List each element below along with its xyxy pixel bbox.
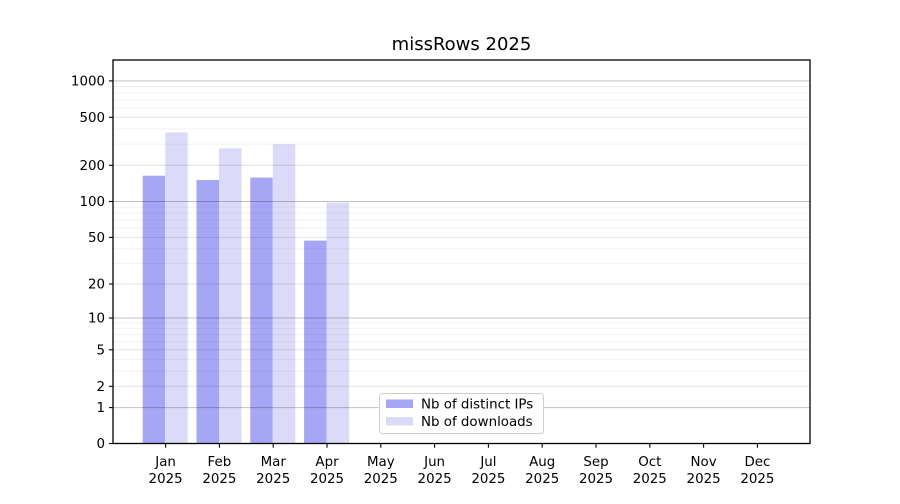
y-tick-label-1: 1	[96, 401, 105, 416]
bar-distinct-ips-mar	[250, 177, 273, 444]
plot-border	[112, 59, 811, 445]
legend-swatch-distinct-ips	[386, 399, 413, 408]
legend: Nb of distinct IPs Nb of downloads	[379, 393, 544, 434]
x-tick-label-month-jun: Jun	[423, 455, 445, 470]
y-tick-label-20: 20	[88, 278, 105, 293]
x-tick-label-year-feb: 2025	[202, 472, 236, 487]
bar-distinct-ips-feb	[196, 180, 219, 444]
y-tick-label-50: 50	[88, 231, 105, 246]
x-tick-label-year-may: 2025	[364, 472, 398, 487]
y-tick-label-200: 200	[79, 159, 105, 174]
chart-title: missRows 2025	[392, 34, 532, 55]
x-tick-label-year-mar: 2025	[256, 472, 290, 487]
x-tick-label-month-jul: Jul	[479, 455, 496, 470]
x-tick-label-month-feb: Feb	[208, 455, 232, 470]
x-tick-label-month-aug: Aug	[529, 455, 555, 470]
x-tick-label-year-jul: 2025	[471, 472, 505, 487]
bar-downloads-feb	[219, 148, 242, 444]
bar-distinct-ips-jan	[142, 175, 166, 444]
x-tick-label-year-aug: 2025	[525, 472, 559, 487]
x-axis: Jan 2025 Feb 2025 Mar 2025 Apr 2025 May 2025 Jun 20…	[149, 443, 774, 487]
y-tick-label-500: 500	[79, 111, 105, 126]
x-tick-label-year-nov: 2025	[687, 472, 721, 487]
bar-downloads-mar	[272, 144, 296, 444]
x-tick-label-month-nov: Nov	[691, 455, 717, 470]
bar-downloads-jan	[165, 132, 188, 444]
y-tick-label-5: 5	[96, 343, 105, 358]
bar-downloads-apr	[326, 202, 350, 444]
legend-box	[379, 393, 544, 434]
y-tick-label-1000: 1000	[71, 75, 105, 90]
x-tick-label-month-dec: Dec	[744, 455, 770, 470]
y-tick-label-2: 2	[96, 380, 105, 395]
bar-distinct-ips-apr	[304, 240, 327, 444]
x-tick-label-month-sep: Sep	[583, 455, 608, 470]
gridlines	[113, 80, 810, 409]
x-tick-label-year-oct: 2025	[633, 472, 667, 487]
legend-label-downloads: Nb of downloads	[421, 415, 533, 430]
x-tick-label-month-apr: Apr	[315, 455, 339, 470]
x-tick-label-year-dec: 2025	[740, 472, 774, 487]
y-tick-label-100: 100	[79, 195, 105, 210]
x-tick-label-year-apr: 2025	[310, 472, 344, 487]
legend-swatch-downloads	[386, 417, 413, 426]
x-tick-label-month-may: May	[367, 455, 395, 470]
x-tick-label-year-jan: 2025	[149, 472, 183, 487]
legend-label-distinct-ips: Nb of distinct IPs	[421, 398, 533, 413]
y-tick-label-0: 0	[96, 437, 105, 452]
x-tick-label-year-sep: 2025	[579, 472, 613, 487]
x-tick-label-month-jan: Jan	[154, 455, 176, 470]
bars-group	[142, 132, 350, 444]
x-tick-label-month-mar: Mar	[261, 455, 287, 470]
y-tick-label-10: 10	[88, 312, 105, 327]
x-tick-label-year-jun: 2025	[418, 472, 452, 487]
x-tick-label-month-oct: Oct	[638, 455, 661, 470]
